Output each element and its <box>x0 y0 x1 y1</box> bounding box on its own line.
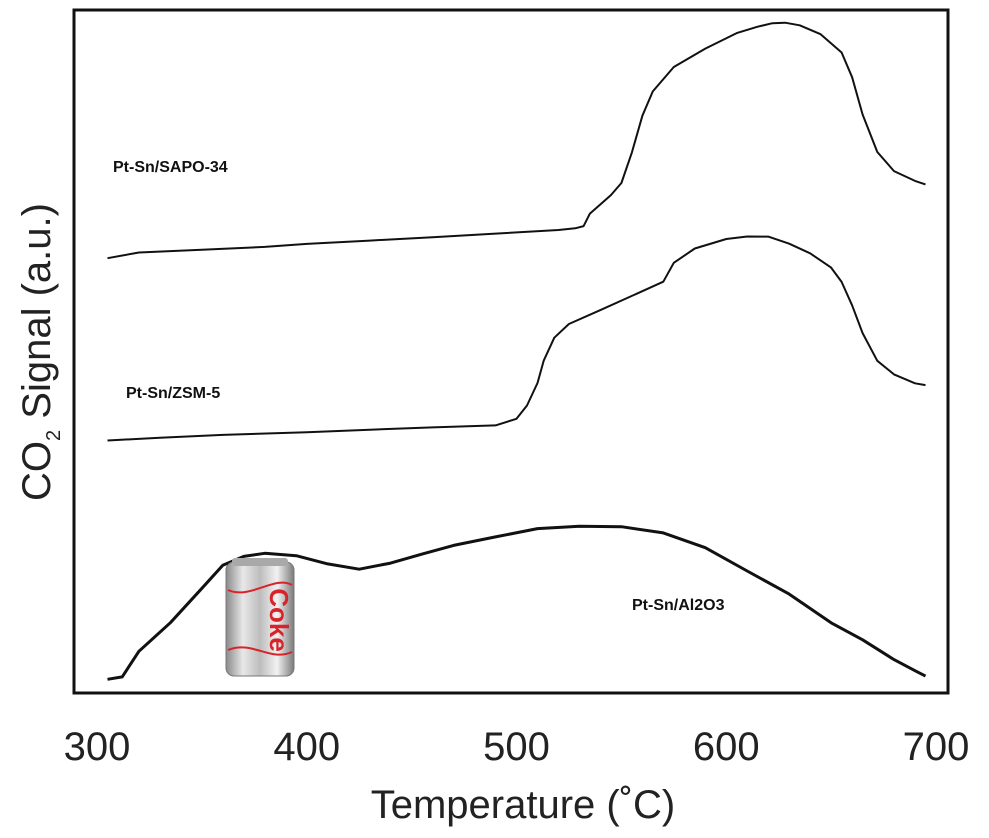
label-pt-sn-sapo-34: Pt-Sn/SAPO-34 <box>113 159 228 176</box>
series-line-pt-sn-al2o3 <box>107 524 927 681</box>
x-tick-label-500: 500 <box>483 725 550 769</box>
y-axis-title-co: CO <box>15 441 59 501</box>
label-pt-sn-al2o3: Pt-Sn/Al2O3 <box>632 597 725 614</box>
x-tick-label-400: 400 <box>273 725 340 769</box>
series-line-pt-sn-sapo-34 <box>107 21 926 260</box>
x-tick-label-300: 300 <box>64 725 131 769</box>
x-tick-label-600: 600 <box>693 725 760 769</box>
series-layer <box>107 21 927 681</box>
svg-text:CO2 Signal (a.u.): CO2 Signal (a.u.) <box>15 203 65 501</box>
can-brand-text: Coke <box>264 588 294 652</box>
label-pt-sn-zsm-5: Pt-Sn/ZSM-5 <box>126 385 220 402</box>
x-axis-title: Temperature (˚C) <box>371 783 676 827</box>
y-axis-title-subscript: 2 <box>43 430 65 441</box>
x-tick-label-700: 700 <box>903 725 970 769</box>
series-line-pt-sn-zsm-5 <box>107 235 926 442</box>
y-axis-title-rest: Signal (a.u.) <box>15 203 59 430</box>
x-tick-labels: 300 400 500 600 700 <box>64 725 970 769</box>
plot-frame <box>72 8 950 695</box>
y-axis-title: CO2 Signal (a.u.) <box>15 203 65 501</box>
coke-can-icon: Coke <box>225 558 295 677</box>
